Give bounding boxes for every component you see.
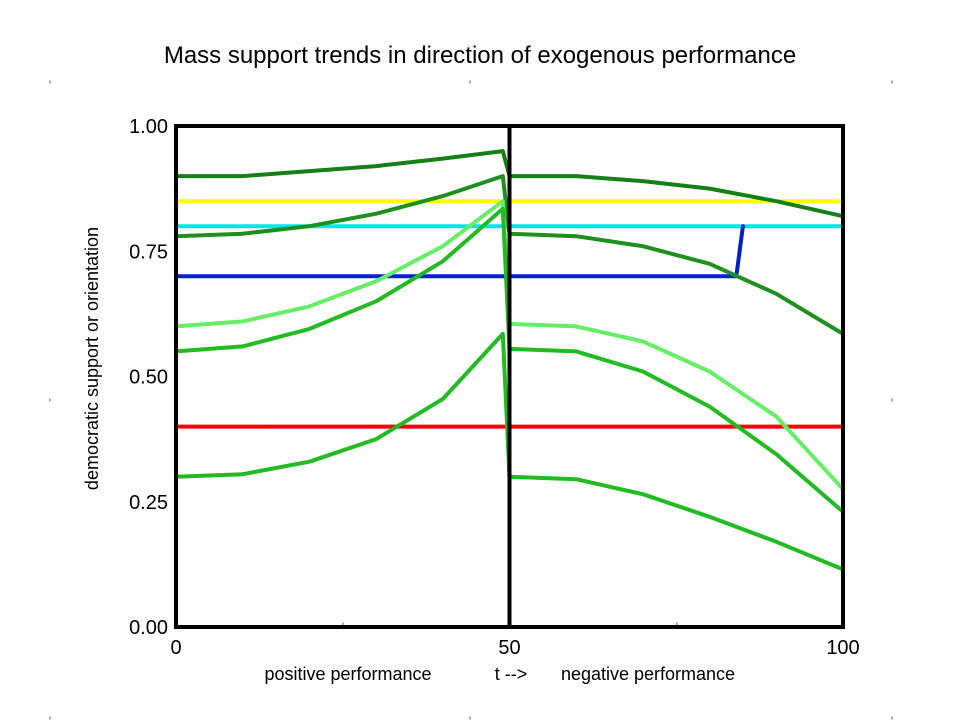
x-tick-labels: 0 50 100	[170, 637, 859, 659]
y-axis-label: democratic support or orientation	[82, 227, 102, 490]
x-tick-label: 50	[498, 637, 520, 659]
series-line-8	[174, 206, 845, 514]
x-tick-label: 0	[170, 637, 181, 659]
y-tick-label: 0.75	[129, 241, 168, 263]
series-line-6	[174, 174, 845, 336]
chart-title: Mass support trends in direction of exog…	[163, 42, 797, 69]
x-tick-label: 100	[826, 637, 859, 659]
y-tick-label: 0.00	[129, 617, 168, 639]
x-axis-label: t -->	[495, 664, 528, 684]
x-axis-label-right: negative performance	[561, 664, 735, 684]
y-tick-label: 1.00	[129, 116, 168, 138]
y-tick-labels: 0.00 0.25 0.50 0.75 1.00	[129, 116, 168, 639]
series-line-9	[174, 331, 845, 572]
y-tick-label: 0.50	[129, 367, 168, 389]
x-axis-label-left: positive performance	[264, 664, 431, 684]
y-tick-label: 0.25	[129, 492, 168, 514]
series-line-5	[174, 149, 845, 219]
